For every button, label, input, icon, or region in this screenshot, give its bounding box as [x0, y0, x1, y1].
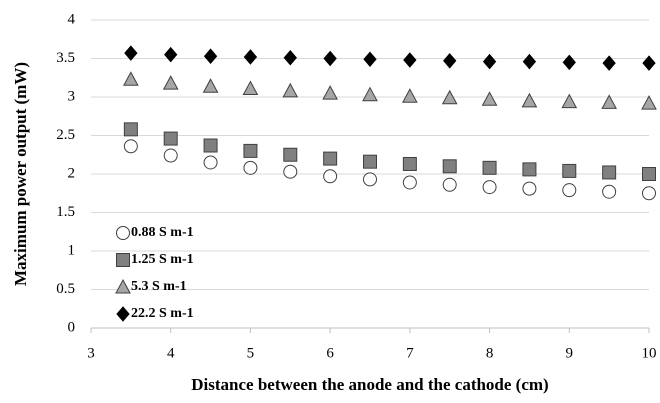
data-point: [442, 159, 457, 174]
data-point: [482, 53, 497, 70]
data-point: [482, 180, 497, 195]
data-point: [642, 55, 656, 71]
y-tick-label: 0.5: [56, 281, 75, 297]
data-point: [203, 138, 218, 153]
data-point: [562, 163, 577, 178]
data-point: [124, 45, 138, 61]
legend-marker: [116, 226, 130, 240]
data-point: [322, 85, 338, 100]
data-point: [561, 93, 578, 109]
data-point: [203, 155, 218, 170]
data-point: [642, 167, 656, 181]
data-point: [363, 51, 377, 68]
data-point: [441, 89, 458, 105]
data-point: [522, 181, 537, 196]
legend-label: 1.25 S m-1: [131, 252, 194, 267]
data-point: [562, 183, 577, 198]
y-tick-label: 0: [68, 319, 76, 335]
data-point: [123, 122, 138, 137]
data-point: [323, 151, 338, 166]
legend-marker: [116, 306, 130, 322]
data-point: [362, 86, 378, 102]
legend-label: 0.88 S m-1: [131, 225, 194, 240]
data-point: [403, 52, 417, 68]
x-tick-label: 10: [642, 345, 657, 361]
data-point: [562, 54, 576, 71]
data-point: [242, 80, 259, 96]
data-point: [601, 94, 617, 109]
data-point: [602, 184, 617, 199]
data-point: [602, 165, 617, 180]
legend-marker: [116, 253, 130, 267]
data-point: [283, 49, 297, 66]
x-axis-title: Distance between the anode and the catho…: [191, 375, 548, 394]
x-tick-label: 5: [247, 345, 255, 361]
data-point: [522, 162, 537, 177]
data-point: [243, 49, 258, 65]
data-point: [402, 175, 417, 190]
data-point: [482, 160, 497, 175]
data-point: [163, 148, 178, 163]
x-tick-label: 4: [167, 345, 175, 361]
data-point: [283, 147, 298, 162]
y-tick-label: 2: [68, 165, 76, 181]
data-point: [323, 169, 338, 184]
x-tick-label: 7: [406, 345, 414, 361]
data-point: [641, 95, 657, 110]
y-tick-label: 3.5: [56, 50, 75, 66]
data-point: [642, 186, 656, 201]
y-tick-label: 2.5: [56, 127, 75, 143]
data-point: [202, 78, 219, 93]
legend-marker: [115, 278, 131, 294]
data-point: [442, 177, 457, 192]
data-point: [522, 53, 537, 70]
x-tick-label: 3: [87, 345, 95, 361]
data-point: [402, 156, 417, 171]
y-tick-label: 4: [68, 11, 76, 27]
y-tick-label: 1: [68, 242, 76, 258]
data-point: [323, 50, 337, 67]
data-point: [162, 75, 179, 90]
y-tick-label: 1.5: [56, 204, 75, 220]
data-point: [164, 46, 178, 63]
data-point: [363, 154, 377, 169]
y-axis-title: Maximum power output (mW): [11, 62, 30, 286]
data-point: [123, 139, 138, 154]
legend-label: 22.2 S m-1: [131, 306, 194, 321]
data-point: [363, 172, 377, 187]
data-point: [443, 53, 457, 69]
data-point: [282, 82, 299, 98]
data-point: [243, 143, 258, 158]
data-point: [481, 91, 498, 106]
data-point: [243, 160, 258, 175]
data-point: [163, 131, 178, 146]
data-point: [123, 71, 139, 86]
x-tick-label: 6: [326, 345, 334, 361]
y-tick-label: 3: [68, 88, 76, 104]
data-point: [521, 92, 538, 108]
data-point: [602, 55, 616, 71]
x-tick-label: 9: [566, 345, 574, 361]
data-point: [283, 164, 298, 179]
legend-label: 5.3 S m-1: [131, 279, 187, 294]
data-point: [203, 48, 218, 64]
data-point: [402, 88, 418, 103]
x-tick-label: 8: [486, 345, 494, 361]
